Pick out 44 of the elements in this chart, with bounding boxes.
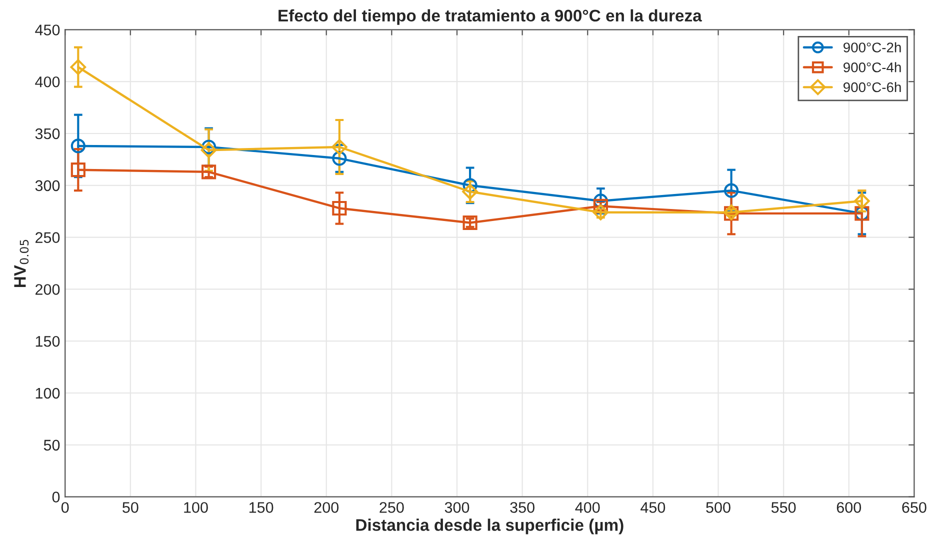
point xyxy=(332,200,347,216)
y-tick-label: 200 xyxy=(36,284,60,295)
x-tick-label: 600 xyxy=(836,502,862,513)
legend-label: 900°C-2h xyxy=(844,42,901,52)
x-tick-label: 550 xyxy=(771,502,796,513)
point xyxy=(332,139,348,155)
x-tick-label: 150 xyxy=(249,502,274,513)
y-tick-label: 0 xyxy=(52,492,60,502)
x-axis-title: Distancia desde la superficie (µm) xyxy=(356,518,624,534)
x-tick-label: 100 xyxy=(184,502,208,513)
point xyxy=(593,194,608,208)
y-tick-label: 100 xyxy=(36,388,60,399)
point xyxy=(592,204,609,220)
x-tick-label: 50 xyxy=(122,502,138,513)
y-tick-label: 450 xyxy=(35,24,60,36)
x-tick-label: 350 xyxy=(510,502,534,513)
point xyxy=(201,140,216,154)
chart-title: Efecto del tiempo de tratamiento a 900°C en la dureza xyxy=(278,9,702,25)
x-tick-label: 400 xyxy=(575,502,600,513)
y-tick-label: 350 xyxy=(35,128,60,140)
x-tick-label: 200 xyxy=(314,502,339,513)
point xyxy=(462,184,478,200)
point xyxy=(462,178,478,193)
y-tick-label: 300 xyxy=(35,180,60,192)
point xyxy=(724,183,739,198)
x-tick-label: 450 xyxy=(640,502,666,513)
y-axis-title: HV$_{0.05}$ xyxy=(14,240,29,288)
legend-label: 900°C-4h xyxy=(844,62,901,72)
y-tick-label: 50 xyxy=(44,440,60,451)
x-tick-label: 250 xyxy=(380,502,404,513)
x-tick-label: 300 xyxy=(444,502,470,513)
point xyxy=(70,59,86,75)
y-tick-label: 400 xyxy=(35,76,60,88)
x-tick-label: 500 xyxy=(706,502,730,513)
x-tick-label: 650 xyxy=(902,502,926,513)
point xyxy=(200,142,217,158)
point xyxy=(70,162,86,178)
y-tick-label: 250 xyxy=(36,232,60,243)
x-tick-label: 0 xyxy=(61,502,69,513)
point xyxy=(854,193,870,209)
legend-label: 900°C-6h xyxy=(844,82,901,92)
point xyxy=(332,151,347,166)
y-tick-label: 150 xyxy=(36,336,60,347)
point xyxy=(70,138,86,154)
